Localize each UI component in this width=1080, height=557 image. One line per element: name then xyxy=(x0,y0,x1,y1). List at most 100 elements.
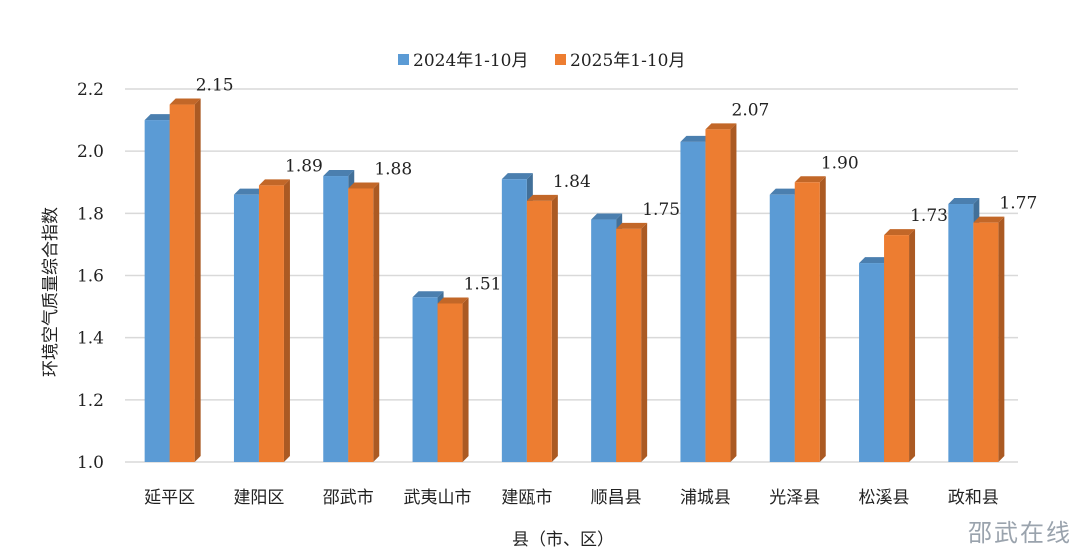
bar-front xyxy=(258,185,284,462)
bar-side xyxy=(373,182,380,462)
bar-top xyxy=(948,198,980,205)
x-category-label: 建瓯市 xyxy=(501,488,552,508)
bar-side xyxy=(909,229,916,462)
x-category-label: 松溪县 xyxy=(859,488,910,508)
bar-side xyxy=(462,297,469,462)
bar-top xyxy=(705,123,737,130)
bar-top xyxy=(526,194,558,201)
bar-top xyxy=(233,188,265,195)
bar-front xyxy=(973,222,999,462)
bar-front xyxy=(233,194,259,462)
y-tick-label: 1.2 xyxy=(77,391,104,411)
bar xyxy=(348,182,380,462)
bar-side xyxy=(641,222,648,462)
y-tick-label: 1.0 xyxy=(77,453,104,473)
legend-item: 2024年1-10月 xyxy=(398,51,528,71)
x-category-label: 武夷山市 xyxy=(404,488,472,508)
x-category-label: 光泽县 xyxy=(769,488,820,508)
bar xyxy=(526,194,558,462)
bar-front xyxy=(884,235,910,462)
bar-front xyxy=(680,141,706,462)
y-tick-label: 1.4 xyxy=(77,329,104,349)
legend-swatch xyxy=(398,54,409,65)
bar-side xyxy=(730,123,737,463)
data-label: 1.84 xyxy=(553,172,591,192)
y-tick-label: 1.8 xyxy=(77,204,104,224)
bar xyxy=(258,179,290,462)
bar-top xyxy=(884,229,916,236)
x-category-label: 邵武市 xyxy=(323,488,374,508)
bar-front xyxy=(526,200,552,462)
x-category-label: 政和县 xyxy=(948,488,999,508)
bar xyxy=(437,297,469,462)
bar-top xyxy=(794,176,826,183)
y-axis-ticks: 1.0 1.2 1.4 1.6 1.8 2.0 2.2 xyxy=(77,80,104,473)
bar-top xyxy=(437,297,469,304)
bar xyxy=(616,222,648,462)
watermark: 邵武在线 xyxy=(968,519,1072,547)
bar-side xyxy=(998,216,1005,462)
legend-label: 2025年1-10月 xyxy=(570,51,685,71)
bar-front xyxy=(616,228,642,462)
bar-top xyxy=(591,213,623,220)
bar-top xyxy=(769,188,801,195)
legend-swatch xyxy=(555,54,566,65)
data-label: 1.73 xyxy=(910,206,948,226)
bar xyxy=(884,229,916,462)
x-category-label: 浦城县 xyxy=(680,488,731,508)
x-category-label: 顺昌县 xyxy=(591,488,642,508)
x-category-label: 建阳区 xyxy=(233,488,284,508)
bar-top xyxy=(323,170,355,177)
y-axis-title: 环境空气质量综合指数 xyxy=(41,207,61,377)
bar-front xyxy=(169,104,195,463)
bar-side xyxy=(283,179,290,462)
data-label: 2.07 xyxy=(732,100,770,120)
bar-front xyxy=(591,219,617,462)
bar xyxy=(794,176,826,462)
bar-front xyxy=(859,263,885,462)
y-tick-label: 1.6 xyxy=(77,267,104,287)
bar-side xyxy=(819,176,826,462)
data-label: 1.88 xyxy=(374,159,412,179)
data-label: 1.75 xyxy=(642,200,680,220)
bar-top xyxy=(859,257,891,264)
bar-front xyxy=(501,179,527,462)
y-tick-label: 2.2 xyxy=(77,80,104,100)
legend-label: 2024年1-10月 xyxy=(413,51,528,71)
legend-item: 2025年1-10月 xyxy=(555,51,685,71)
x-category-label: 延平区 xyxy=(144,488,195,508)
bars xyxy=(144,98,1005,463)
bar-front xyxy=(323,176,349,463)
x-axis-title: 县（市、区） xyxy=(512,530,614,550)
data-label: 1.89 xyxy=(285,156,323,176)
bar-top xyxy=(258,179,290,186)
bar xyxy=(705,123,737,463)
bar-top xyxy=(680,135,712,142)
bar-front xyxy=(144,120,170,462)
bar-front xyxy=(948,204,974,462)
bar-top xyxy=(412,291,444,298)
bar-front xyxy=(705,129,731,463)
bar-top xyxy=(348,182,380,189)
bar xyxy=(973,216,1005,462)
y-tick-label: 2.0 xyxy=(77,142,104,162)
bar-side xyxy=(551,194,558,462)
data-label: 1.51 xyxy=(464,274,502,294)
bar-top xyxy=(501,173,533,180)
bar-top xyxy=(144,114,176,121)
legend: 2024年1-10月 2025年1-10月 xyxy=(398,51,685,71)
bar-front xyxy=(794,182,820,462)
bar-front xyxy=(437,303,463,462)
data-label: 2.15 xyxy=(196,76,234,96)
data-label: 1.77 xyxy=(999,194,1037,214)
bar-top xyxy=(169,98,201,105)
bar-top xyxy=(973,216,1005,223)
bar-front xyxy=(769,194,795,462)
data-labels: 2.15 1.89 1.88 1.51 1.84 1.75 2.07 1.90 1.73 1.77 xyxy=(196,76,1038,295)
x-axis-categories: 延平区 建阳区 邵武市 武夷山市 建瓯市 顺昌县 浦城县 光泽县 松溪县 政和县 xyxy=(144,488,999,508)
data-label: 1.90 xyxy=(821,153,859,173)
bar-front xyxy=(412,297,438,462)
bar-side xyxy=(194,98,201,463)
bar-top xyxy=(616,222,648,229)
